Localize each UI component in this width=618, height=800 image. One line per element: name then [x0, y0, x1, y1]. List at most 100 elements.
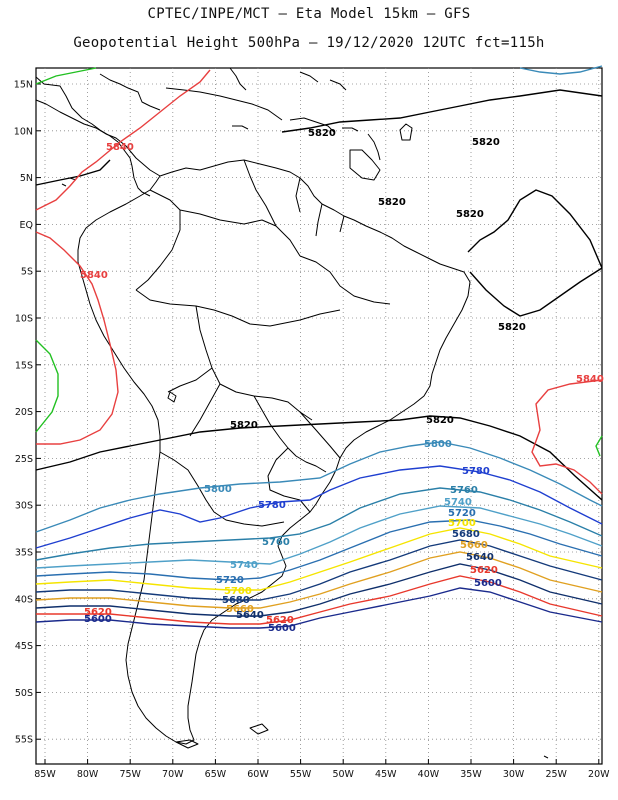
hispaniola	[289, 117, 335, 133]
contour-label: 5680	[222, 595, 250, 606]
contour-5860-nw	[35, 67, 97, 85]
latitude-label: 5S	[21, 267, 33, 278]
cuba	[165, 87, 283, 121]
latitude-label: 20S	[15, 407, 33, 418]
longitude-label: 70W	[162, 769, 184, 780]
contour-label: 5800	[424, 439, 452, 450]
longitude-label: 75W	[119, 769, 141, 780]
contour-5840-west	[35, 231, 119, 445]
contour-label: 5840	[80, 270, 108, 281]
contour-label: 5820	[498, 322, 526, 333]
contour-label: 5820	[426, 415, 454, 426]
latitude-label: 30S	[15, 501, 33, 512]
contour-5660	[35, 551, 603, 609]
longitude-label: 25W	[545, 769, 567, 780]
latitude-label: 50S	[15, 688, 33, 699]
contour-label: 5640	[236, 610, 264, 621]
latitude-label: EQ	[20, 220, 33, 231]
longitude-labels: 85W 80W 75W 70W 65W 60W 55W 50W 45W 40W 35W 30W 25W 2…	[34, 769, 610, 780]
contour-5820-west	[35, 159, 111, 186]
map-title-line2: Geopotential Height 500hPa – 19/12/2020 …	[73, 35, 545, 51]
contour-label: 5820	[308, 128, 336, 139]
longitude-label: 80W	[77, 769, 99, 780]
map-title-line1: CPTEC/INPE/MCT – Eta Model 15km – GFS	[147, 6, 471, 22]
contour-5640	[35, 563, 603, 617]
latitude-label: 10N	[14, 126, 33, 137]
atlantic-islands	[543, 755, 549, 759]
contour-5840-east	[531, 379, 603, 495]
contour-label: 5780	[258, 500, 286, 511]
contour-label: 5840	[576, 374, 604, 385]
antilles-arc	[367, 133, 381, 161]
longitude-label: 60W	[247, 769, 269, 780]
contour-5740	[35, 505, 603, 569]
jamaica	[232, 125, 249, 130]
latitude-label: 55S	[15, 735, 33, 746]
contour-label: 5620	[84, 607, 112, 618]
contour-label: 5620	[470, 565, 498, 576]
contour-label: 5720	[216, 575, 244, 586]
yucatan	[99, 73, 161, 111]
longitude-label: 20W	[588, 769, 610, 780]
greater-antilles-east	[349, 149, 381, 181]
contour-label: 5820	[472, 137, 500, 148]
latitude-label: 10S	[15, 314, 33, 325]
south-america-coast	[77, 159, 471, 745]
contour-5860-east	[595, 435, 603, 457]
contour-label: 5700	[224, 586, 252, 597]
contour-5820-north	[281, 89, 603, 133]
contour-label: 5600	[84, 614, 112, 625]
contour-5800	[35, 441, 603, 533]
latitude-label: 35S	[15, 548, 33, 559]
contour-5780	[35, 465, 603, 549]
longitude-label: 45W	[375, 769, 397, 780]
coastlines	[35, 67, 549, 759]
contour-lines	[35, 65, 603, 629]
longitude-label: 50W	[332, 769, 354, 780]
contour-label: 5700	[448, 518, 476, 529]
contour-label: 5800	[204, 484, 232, 495]
contour-5860-west	[35, 339, 59, 433]
contour-5820-main	[35, 415, 603, 501]
longitude-label: 40W	[418, 769, 440, 780]
contour-label: 5820	[456, 209, 484, 220]
longitude-label: 30W	[503, 769, 525, 780]
contour-label: 5760	[262, 537, 290, 548]
contour-label: 5740	[444, 497, 472, 508]
latitude-label: 25S	[15, 454, 33, 465]
latitude-label: 15S	[15, 360, 33, 371]
contour-value-labels: 5820 5820 5820 5820 5820 5820 5820 5840 …	[80, 128, 604, 634]
latitude-label: 45S	[15, 641, 33, 652]
contour-label: 5640	[466, 552, 494, 563]
florida	[229, 67, 247, 91]
bahamas	[299, 71, 347, 91]
contour-5600	[35, 587, 603, 629]
longitude-label: 85W	[34, 769, 56, 780]
contour-label: 5720	[448, 508, 476, 519]
bermuda-block	[399, 123, 413, 141]
longitude-label: 65W	[205, 769, 227, 780]
lake-titicaca	[167, 391, 177, 403]
contour-label: 5620	[266, 615, 294, 626]
grid-lines	[36, 68, 602, 764]
contour-label: 5780	[462, 466, 490, 477]
falklands	[249, 723, 269, 735]
contour-5840-north	[35, 69, 211, 211]
central-america-coast	[35, 76, 151, 197]
contour-label: 5600	[474, 578, 502, 589]
contour-5820-east	[467, 189, 603, 317]
tierra-del-fuego	[175, 739, 199, 749]
contour-5720	[35, 519, 603, 581]
contour-label: 5600	[268, 623, 296, 634]
contour-label: 5660	[226, 604, 254, 615]
contour-label: 5820	[378, 197, 406, 208]
longitude-label: 55W	[290, 769, 312, 780]
contour-label: 5740	[230, 560, 258, 571]
latitude-label: 5N	[20, 173, 33, 184]
puerto-rico	[342, 127, 359, 132]
latitude-labels: 15N 10N 5N EQ 5S 10S 15S 20S 25S 30S 35S 40S 45S 50S 5…	[14, 80, 33, 746]
contour-label: 5660	[460, 540, 488, 551]
caribbean-coast	[35, 99, 161, 177]
contour-label: 5760	[450, 485, 478, 496]
